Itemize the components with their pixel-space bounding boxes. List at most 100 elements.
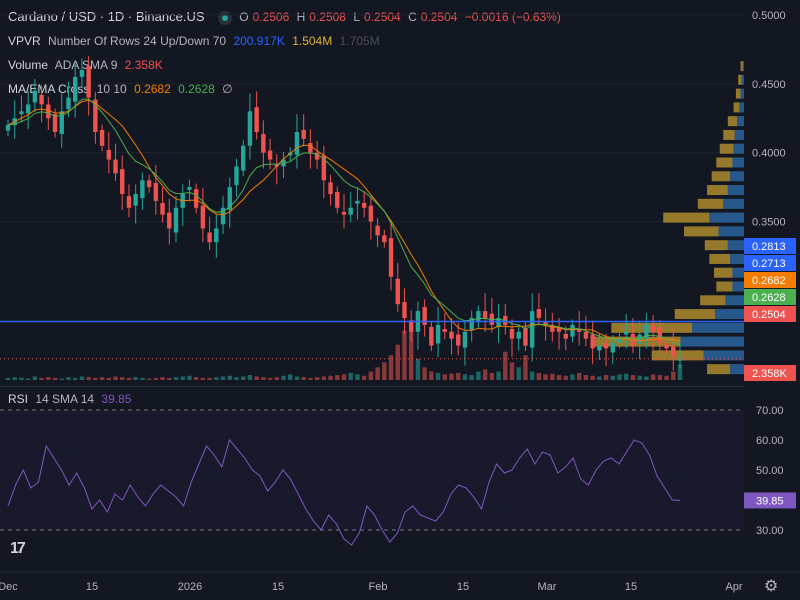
ma-name[interactable]: MA/EMA Cross	[8, 82, 90, 96]
volume-bar	[482, 369, 488, 380]
profile-row-up	[719, 143, 734, 154]
profile-row-up	[733, 102, 740, 113]
candle-body	[133, 194, 138, 206]
volume-bar	[66, 377, 71, 380]
candle	[449, 318, 454, 355]
profile-row-down	[732, 267, 744, 278]
volume-name[interactable]: Volume	[8, 58, 49, 72]
high-value: 0.2508	[309, 10, 346, 24]
rsi-tick-label: 30.00	[756, 525, 784, 537]
candle	[173, 196, 179, 243]
candle	[395, 262, 400, 312]
candle	[610, 335, 615, 365]
rsi-tick-label: 50.00	[756, 465, 784, 477]
candle	[603, 333, 609, 367]
candle	[241, 140, 246, 177]
ma-value-1: 0.2682	[134, 82, 171, 96]
volume-profile	[594, 61, 744, 375]
profile-row-up	[723, 129, 735, 140]
ma-lines	[0, 98, 744, 360]
candle-body	[456, 334, 461, 346]
volume-bar	[671, 371, 676, 380]
open-value: 0.2506	[252, 10, 290, 24]
candle-body	[281, 159, 286, 167]
candle	[644, 313, 649, 349]
symbol-title[interactable]: Cardano / USD · 1D · Binance.US	[8, 9, 205, 24]
candle-body	[66, 97, 71, 110]
ma-legend[interactable]: MA/EMA Cross 10 10 0.2682 0.2628 ∅	[8, 82, 237, 96]
rsi-legend[interactable]: RSI 14 SMA 14 39.85	[8, 392, 135, 406]
volume-bar	[59, 378, 64, 380]
ma-params: 10 10	[96, 82, 127, 96]
candle-body	[503, 315, 508, 325]
volume-bar	[563, 375, 568, 380]
candle-body	[610, 342, 615, 353]
volume-bar	[254, 376, 259, 380]
candle-body	[294, 132, 300, 155]
volume-bar	[570, 374, 575, 380]
candle-body	[12, 118, 17, 126]
candle-body	[435, 324, 441, 344]
settings-gear-icon[interactable]: ⚙	[764, 578, 779, 595]
time-tick-label: Apr	[725, 581, 742, 593]
volume-bar	[25, 378, 31, 380]
symbol-legend[interactable]: Cardano / USD · 1D · Binance.US O 0.2506 …	[8, 9, 565, 25]
vpvr-value-1: 200.917K	[233, 34, 285, 48]
candle	[99, 124, 105, 152]
profile-row-down	[733, 143, 744, 154]
pane-separator[interactable]	[0, 386, 744, 387]
candle-body	[570, 324, 575, 337]
candle	[503, 304, 508, 335]
tradingview-logo: 17	[10, 540, 26, 557]
ma-value-3: ∅	[222, 82, 233, 96]
candle	[368, 196, 374, 240]
profile-row-down	[740, 88, 744, 99]
volume-bar	[52, 377, 58, 380]
volume-bar	[274, 377, 279, 380]
candle	[5, 119, 11, 137]
candle	[227, 177, 232, 228]
eye-icon[interactable]	[217, 10, 232, 25]
candle	[442, 313, 447, 340]
volume-legend[interactable]: Volume ADA SMA 9 2.358K	[8, 58, 167, 72]
candle	[348, 191, 353, 223]
candle	[630, 318, 636, 354]
profile-row-down	[737, 116, 744, 127]
volume-bar	[113, 376, 118, 380]
vpvr-name[interactable]: VPVR	[8, 34, 41, 48]
volume-bar	[288, 374, 293, 380]
volume-bar	[247, 375, 253, 380]
profile-row-down	[727, 240, 744, 251]
candle-body	[550, 324, 555, 332]
candle	[301, 114, 306, 147]
vpvr-legend[interactable]: VPVR Number Of Rows 24 Up/Down 70 200.91…	[8, 34, 384, 48]
volume-bar	[133, 377, 138, 380]
profile-row-down	[715, 309, 744, 320]
volume-bar	[153, 377, 159, 380]
price-tick-label: 0.4000	[752, 148, 786, 160]
candle-body	[314, 152, 320, 160]
candle	[261, 120, 266, 169]
candle-body	[5, 125, 11, 131]
time-tick-label: Feb	[369, 581, 388, 593]
profile-row-down	[727, 185, 744, 196]
change-value: −0.0016 (−0.63%)	[464, 10, 561, 24]
candle	[106, 132, 111, 174]
rsi-name[interactable]: RSI	[8, 392, 29, 406]
candle	[570, 319, 575, 343]
volume-bar	[261, 377, 266, 380]
volume-bar	[73, 377, 78, 380]
candle-body	[106, 149, 111, 160]
candle	[294, 114, 300, 169]
candle	[180, 184, 185, 226]
candle	[200, 187, 206, 243]
volume-bar	[415, 358, 421, 380]
candle	[52, 108, 58, 138]
profile-row-down	[692, 322, 744, 333]
candle	[361, 191, 367, 218]
price-label-text: 0.2504	[752, 309, 786, 321]
candle-body	[382, 235, 387, 243]
volume-bar	[187, 375, 192, 380]
volume-bar	[193, 377, 199, 380]
volume-bar	[603, 375, 609, 380]
